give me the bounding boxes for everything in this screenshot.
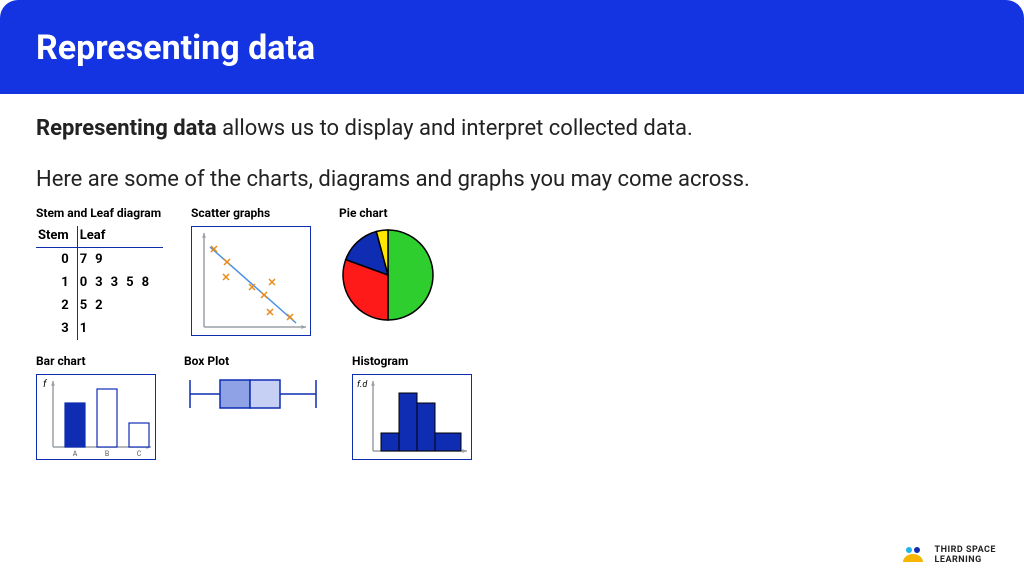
stem-value: 0 <box>36 248 77 272</box>
footer: THIRD SPACE LEARNING <box>899 544 996 568</box>
leaf-values: 52 <box>77 294 163 317</box>
row-1: Stem and Leaf diagram Stem Leaf 07910335… <box>36 206 988 340</box>
intro-text: Representing data allows us to display a… <box>36 116 988 141</box>
footer-line2: LEARNING <box>935 556 996 566</box>
boxplot-title: Box Plot <box>184 354 324 368</box>
footer-text: THIRD SPACE LEARNING <box>935 546 996 566</box>
row-2: Bar chart f A B C Box Plot Histogram f.d <box>36 354 988 460</box>
hist-title: Histogram <box>352 354 472 368</box>
sub-text: Here are some of the charts, diagrams an… <box>36 167 988 192</box>
pie-cell: Pie chart <box>339 206 437 328</box>
svg-text:f.d: f.d <box>357 380 368 390</box>
scatter-title: Scatter graphs <box>191 206 311 220</box>
hist-cell: Histogram f.d <box>352 354 472 460</box>
leaf-values: 03358 <box>77 271 163 294</box>
scatter-box <box>191 226 311 336</box>
intro-bold: Representing data <box>36 116 217 141</box>
logo-icon <box>899 544 927 568</box>
boxplot-cell: Box Plot <box>184 354 324 418</box>
hist-box: f.d <box>352 374 472 460</box>
bar-cell: Bar chart f A B C <box>36 354 156 460</box>
stem-header: Stem <box>36 226 77 248</box>
stem-value: 3 <box>36 317 77 340</box>
pie-title: Pie chart <box>339 206 437 220</box>
svg-text:A: A <box>73 450 78 458</box>
leaf-values: 1 <box>77 317 163 340</box>
stem-value: 1 <box>36 271 77 294</box>
boxplot-box <box>184 374 324 418</box>
intro-rest: allows us to display and interpret colle… <box>217 116 693 141</box>
stem-value: 2 <box>36 294 77 317</box>
stem-leaf-table: Stem Leaf 07910335825231 <box>36 226 163 340</box>
page-title: Representing data <box>36 28 988 68</box>
svg-text:f: f <box>43 378 48 390</box>
bar-box: f A B C <box>36 374 156 460</box>
bar-title: Bar chart <box>36 354 156 368</box>
scatter-cell: Scatter graphs <box>191 206 311 336</box>
stem-leaf-title: Stem and Leaf diagram <box>36 206 163 220</box>
svg-text:C: C <box>137 450 142 458</box>
header: Representing data <box>0 0 1024 94</box>
content: Representing data allows us to display a… <box>0 94 1024 484</box>
leaf-values: 79 <box>77 248 163 272</box>
leaf-header: Leaf <box>77 226 163 248</box>
stem-leaf-cell: Stem and Leaf diagram Stem Leaf 07910335… <box>36 206 163 340</box>
pie-box <box>339 226 437 328</box>
svg-text:B: B <box>105 450 109 458</box>
